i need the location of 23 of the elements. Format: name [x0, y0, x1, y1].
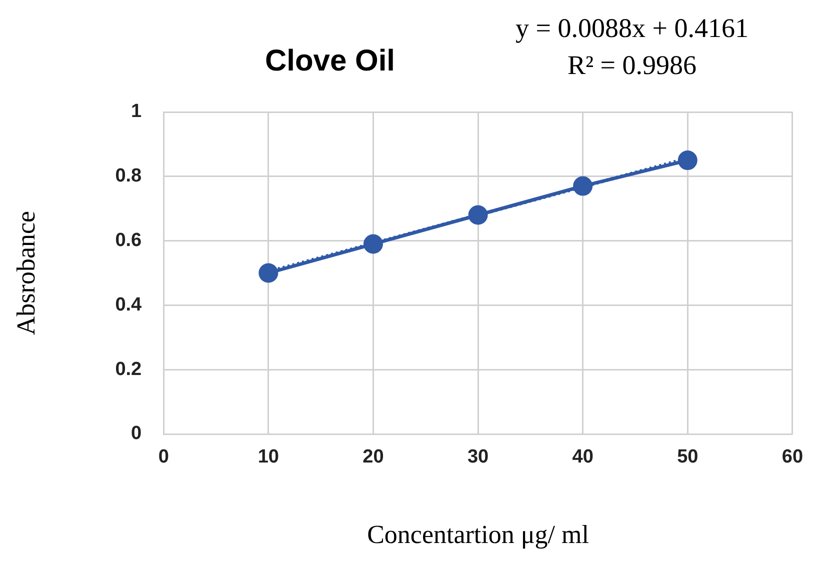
y-tick-label: 0.6 [115, 230, 142, 252]
y-tick-label: 0.8 [115, 166, 142, 187]
x-tick-label: 60 [782, 446, 804, 468]
text: R² = 0.9986 [567, 50, 697, 80]
y-tick-label: 0.4 [115, 294, 142, 316]
x-axis-title: Concentartion μg/ ml [367, 520, 589, 550]
y-axis-title: Absrobance [11, 210, 40, 336]
point [258, 263, 278, 283]
x-tick-label: 0 [158, 446, 169, 468]
x-tick-label: 30 [467, 446, 489, 468]
y-tick-label: 0.2 [115, 358, 142, 380]
x-tick-label: 40 [572, 446, 594, 468]
x-tick-label: 20 [362, 446, 384, 468]
y-tick-label: 1 [131, 101, 142, 122]
text: y = 0.0088x + 0.4161 [516, 13, 748, 44]
y-tick-label: 0 [131, 423, 142, 444]
chart-title: Clove Oil [264, 44, 396, 78]
point [573, 176, 593, 196]
x-tick-label: 50 [677, 446, 698, 468]
point [468, 205, 488, 225]
point [363, 234, 383, 254]
point [678, 150, 698, 170]
x-tick-label: 10 [258, 446, 279, 468]
